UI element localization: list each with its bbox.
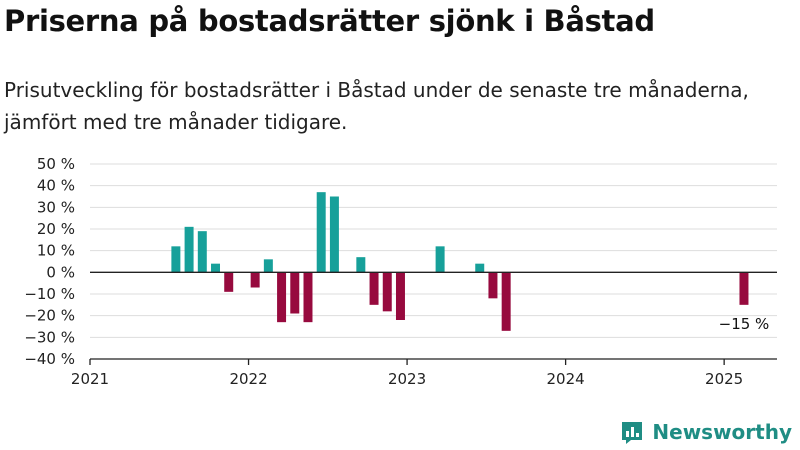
bar	[290, 272, 300, 314]
bar	[184, 226, 194, 273]
y-tick-label: 50 %	[37, 155, 75, 173]
x-tick-label: 2024	[547, 370, 585, 388]
bar	[501, 272, 511, 331]
bar	[316, 192, 326, 273]
bar	[395, 272, 405, 320]
bar	[369, 272, 379, 305]
bar	[211, 263, 221, 273]
brand-name: Newsworthy	[652, 420, 792, 444]
bar	[475, 263, 485, 273]
newsworthy-logo: Newsworthy	[619, 419, 792, 445]
x-axis-tick-labels: 2021 2022 2023 2024 2025	[71, 359, 743, 388]
y-tick-label: 0 %	[46, 263, 75, 281]
bar	[329, 196, 339, 273]
y-tick-label: 40 %	[37, 177, 75, 195]
x-tick-label: 2023	[388, 370, 426, 388]
chart-title: Priserna på bostadsrätter sjönk i Båstad	[4, 4, 655, 38]
bar	[171, 246, 181, 273]
y-tick-label: −40 %	[24, 350, 75, 368]
chart-subtitle: Prisutveckling för bostadsrätter i Båsta…	[4, 78, 749, 134]
y-tick-label: −10 %	[24, 285, 75, 303]
bars	[171, 192, 749, 331]
x-tick-label: 2022	[229, 370, 267, 388]
bar	[197, 231, 207, 273]
bar	[435, 246, 445, 273]
y-tick-label: −30 %	[24, 328, 75, 346]
bar	[303, 272, 313, 323]
axes	[90, 271, 777, 360]
bar	[488, 272, 498, 299]
bar	[263, 259, 273, 273]
y-tick-label: −20 %	[24, 307, 75, 325]
annotations: −15 %	[719, 315, 770, 333]
y-tick-label: 10 %	[37, 242, 75, 260]
bar	[224, 272, 234, 292]
bar	[356, 257, 366, 273]
bar-chart: 50 % 40 % 30 % 20 % 10 % 0 % −10 % −20 % −30 % −4…	[24, 155, 777, 388]
bar	[382, 272, 392, 312]
bar-chart-icon	[622, 422, 643, 444]
bar	[739, 272, 749, 305]
data-label: −15 %	[719, 315, 770, 333]
x-tick-label: 2025	[705, 370, 743, 388]
y-axis-tick-labels: 50 % 40 % 30 % 20 % 10 % 0 % −10 % −20 % −30 % −4…	[24, 155, 75, 368]
bar	[277, 272, 287, 323]
y-tick-label: 30 %	[37, 198, 75, 216]
x-tick-label: 2021	[71, 370, 109, 388]
bar	[250, 272, 260, 288]
y-tick-label: 20 %	[37, 220, 75, 238]
